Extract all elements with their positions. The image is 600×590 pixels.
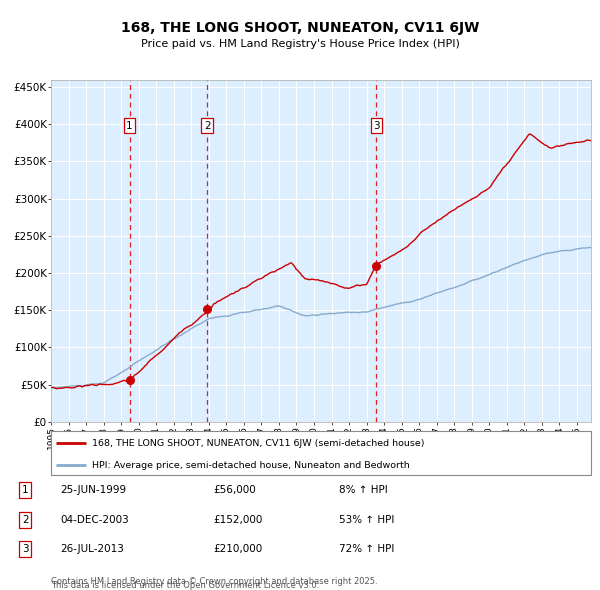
Text: 3: 3 <box>22 545 29 554</box>
Text: Price paid vs. HM Land Registry's House Price Index (HPI): Price paid vs. HM Land Registry's House … <box>140 40 460 49</box>
Text: 168, THE LONG SHOOT, NUNEATON, CV11 6JW: 168, THE LONG SHOOT, NUNEATON, CV11 6JW <box>121 21 479 35</box>
Text: 168, THE LONG SHOOT, NUNEATON, CV11 6JW (semi-detached house): 168, THE LONG SHOOT, NUNEATON, CV11 6JW … <box>91 438 424 448</box>
Text: 04-DEC-2003: 04-DEC-2003 <box>60 515 129 525</box>
Text: 72% ↑ HPI: 72% ↑ HPI <box>339 545 394 554</box>
Text: 25-JUN-1999: 25-JUN-1999 <box>60 486 126 495</box>
FancyBboxPatch shape <box>51 431 591 475</box>
Text: £210,000: £210,000 <box>213 545 262 554</box>
Text: HPI: Average price, semi-detached house, Nuneaton and Bedworth: HPI: Average price, semi-detached house,… <box>91 461 409 470</box>
Text: 8% ↑ HPI: 8% ↑ HPI <box>339 486 388 495</box>
Text: 2: 2 <box>22 515 29 525</box>
Text: 1: 1 <box>126 121 133 131</box>
Text: Contains HM Land Registry data © Crown copyright and database right 2025.: Contains HM Land Registry data © Crown c… <box>51 578 377 586</box>
Text: £56,000: £56,000 <box>213 486 256 495</box>
Text: 2: 2 <box>204 121 211 131</box>
Text: 26-JUL-2013: 26-JUL-2013 <box>60 545 124 554</box>
Text: £152,000: £152,000 <box>213 515 262 525</box>
Text: 3: 3 <box>373 121 380 131</box>
Text: This data is licensed under the Open Government Licence v3.0.: This data is licensed under the Open Gov… <box>51 581 319 590</box>
Text: 1: 1 <box>22 486 29 495</box>
Text: 53% ↑ HPI: 53% ↑ HPI <box>339 515 394 525</box>
